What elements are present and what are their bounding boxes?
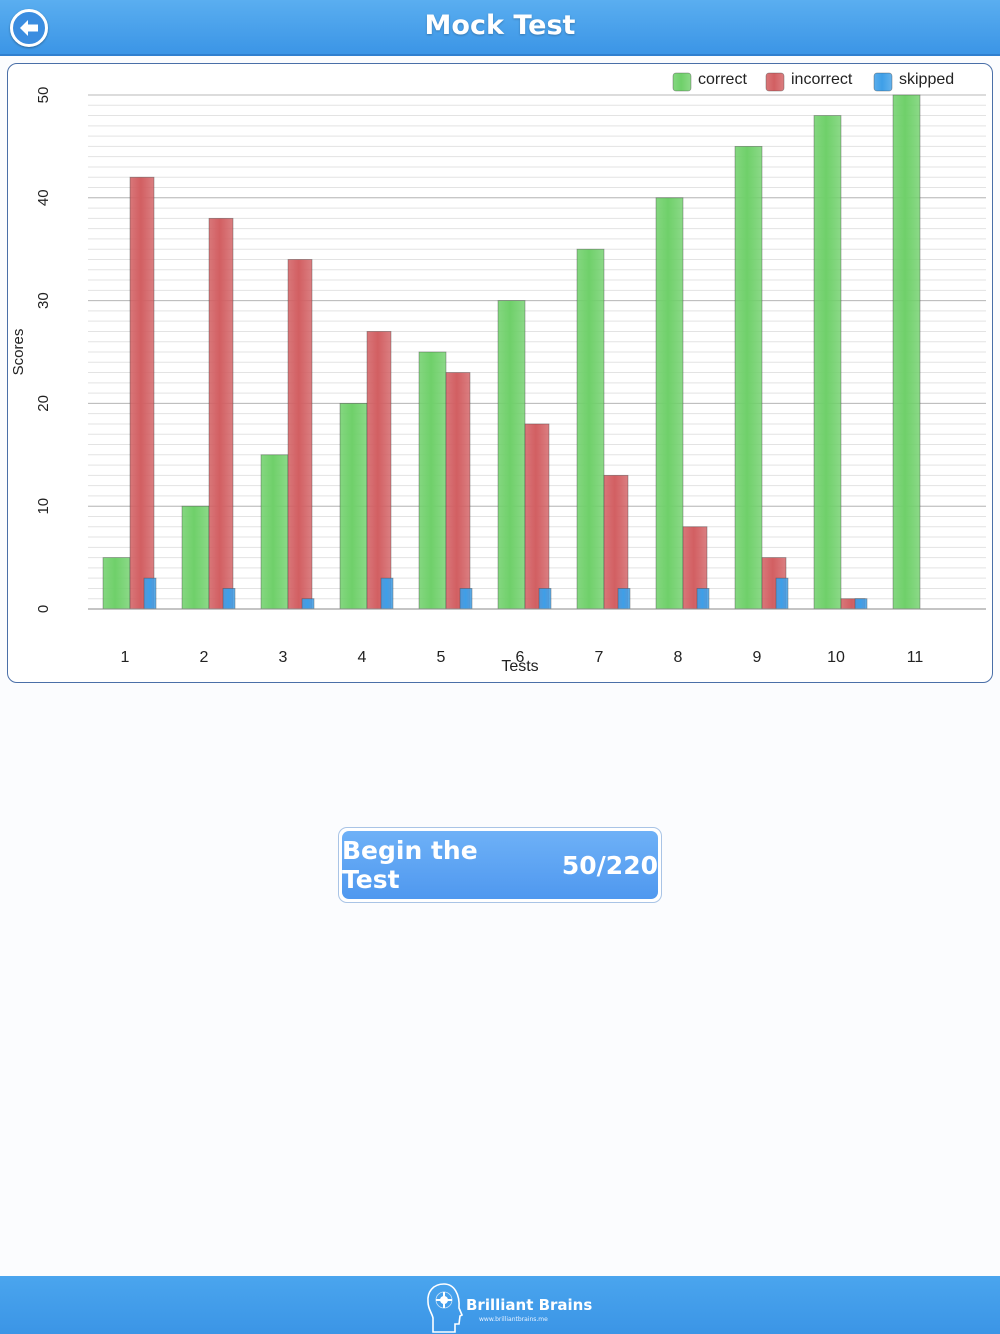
y-tick-label: 50	[35, 87, 52, 104]
y-tick-label: 40	[35, 189, 52, 206]
header-bar: Mock Test	[0, 0, 1000, 56]
y-tick-label: 30	[35, 292, 52, 309]
page-title: Mock Test	[424, 10, 576, 41]
incorrect-bar	[445, 372, 471, 610]
correct-bar	[576, 248, 605, 610]
footer-bar: Brilliant Brains www.brilliantbrains.me	[0, 1276, 1000, 1334]
y-tick-label: 0	[35, 605, 52, 613]
correct-bar	[418, 351, 447, 610]
incorrect-bar	[287, 259, 313, 610]
brand-url: www.brilliantbrains.me	[479, 1316, 548, 1323]
begin-test-button[interactable]: Begin the Test 50/220	[338, 827, 662, 903]
back-button[interactable]	[10, 9, 48, 47]
legend-label-incorrect: incorrect	[791, 71, 853, 88]
x-tick-label: 10	[827, 649, 845, 666]
correct-bar	[497, 300, 526, 610]
y-axis-label: Scores	[10, 329, 27, 376]
correct-bar	[339, 402, 368, 610]
skipped-bar	[222, 588, 236, 610]
x-tick-label: 4	[358, 649, 367, 666]
incorrect-bar	[366, 331, 392, 610]
skipped-bar	[538, 588, 552, 610]
test-progress-count: 50/220	[561, 850, 658, 880]
begin-test-button-face[interactable]: Begin the Test 50/220	[342, 831, 658, 899]
correct-bar	[734, 146, 763, 610]
skipped-bar	[696, 588, 710, 610]
y-tick-label: 20	[35, 395, 52, 412]
correct-bar	[813, 115, 842, 610]
correct-bar	[892, 94, 921, 610]
x-axis-label: Tests	[501, 658, 538, 675]
legend-label-correct: correct	[698, 71, 747, 88]
skipped-bar	[775, 577, 789, 610]
scores-chart: 0 10 20 30 40 50 1 2 3 4 5 6 7 8 9 10 11 Tests Scores corre…	[7, 63, 993, 683]
skipped-bar	[459, 588, 473, 610]
skipped-bar	[617, 588, 631, 610]
legend-swatch-skipped	[873, 72, 893, 92]
brain-head-logo-icon	[427, 1283, 464, 1333]
x-tick-label: 1	[121, 649, 130, 666]
correct-bar	[260, 454, 289, 610]
correct-bar	[102, 557, 131, 610]
skipped-bar	[380, 577, 394, 610]
x-tick-label: 6	[516, 649, 525, 666]
skipped-bar	[854, 598, 868, 610]
brand-name: Brilliant Brains	[466, 1296, 593, 1314]
x-tick-label: 5	[437, 649, 446, 666]
skipped-bar	[143, 577, 157, 610]
skipped-bar	[301, 598, 315, 610]
x-tick-label: 3	[279, 649, 288, 666]
back-arrow-icon	[20, 20, 38, 36]
x-tick-label: 7	[595, 649, 604, 666]
incorrect-bar	[603, 474, 629, 610]
incorrect-bar	[524, 423, 550, 610]
x-tick-label: 2	[200, 649, 209, 666]
correct-bar	[655, 197, 684, 610]
x-tick-label: 9	[753, 649, 762, 666]
incorrect-bar	[129, 176, 155, 610]
brand-logo: Brilliant Brains www.brilliantbrains.me	[424, 1278, 592, 1334]
legend-swatch-correct	[672, 72, 692, 92]
incorrect-bar	[208, 217, 234, 610]
x-tick-label: 8	[674, 649, 683, 666]
x-tick-label: 11	[907, 649, 924, 666]
begin-test-label: Begin the Test	[342, 836, 478, 894]
legend-swatch-incorrect	[765, 72, 785, 92]
correct-bar	[181, 505, 210, 610]
chart-canvas: 0 10 20 30 40 50 1 2 3 4 5 6 7 8 9 10 11 Tests Scores corre…	[10, 71, 986, 675]
y-tick-label: 10	[35, 498, 52, 515]
legend-label-skipped: skipped	[899, 71, 954, 88]
